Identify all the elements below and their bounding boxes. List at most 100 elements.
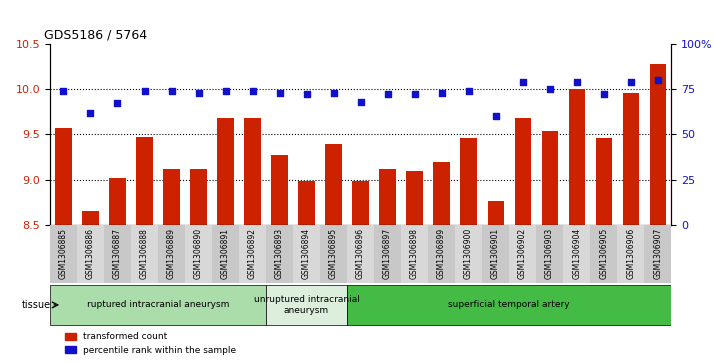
Text: GSM1306898: GSM1306898 (410, 228, 419, 279)
Point (598, 91, 609, 97)
Point (355, 99, 366, 105)
Text: GSM1306893: GSM1306893 (275, 228, 284, 279)
Point (220, 88, 231, 94)
Text: superficial temporal artery: superficial temporal artery (448, 301, 570, 309)
Bar (293, 225, 320, 283)
Text: GSM1306901: GSM1306901 (491, 228, 500, 279)
Point (490, 113, 501, 119)
Bar (56, 128, 71, 225)
Point (58, 88, 69, 94)
Bar (379, 169, 396, 225)
Text: GSM1306902: GSM1306902 (518, 228, 527, 279)
Bar (374, 225, 401, 283)
Bar (82, 211, 99, 225)
Bar (239, 225, 266, 283)
Bar (136, 137, 153, 225)
Bar (164, 169, 180, 225)
Bar (347, 285, 671, 325)
Text: GDS5186 / 5764: GDS5186 / 5764 (44, 28, 147, 41)
Bar (212, 225, 239, 283)
Bar (320, 225, 347, 283)
Text: GSM1306906: GSM1306906 (626, 228, 635, 279)
Bar (77, 225, 104, 283)
Legend: transformed count, percentile rank within the sample: transformed count, percentile rank withi… (61, 329, 240, 359)
Bar (515, 118, 531, 225)
Text: GSM1306895: GSM1306895 (329, 228, 338, 279)
Bar (536, 225, 563, 283)
Bar (461, 138, 477, 225)
Text: GSM1306904: GSM1306904 (572, 228, 581, 279)
Point (274, 90, 286, 95)
Text: GSM1306905: GSM1306905 (599, 228, 608, 279)
Text: GSM1306907: GSM1306907 (653, 228, 662, 279)
Point (409, 91, 421, 97)
Point (301, 91, 312, 97)
Text: GSM1306896: GSM1306896 (356, 228, 365, 279)
Text: GSM1306886: GSM1306886 (86, 228, 95, 279)
Bar (455, 225, 482, 283)
Bar (131, 225, 158, 283)
Bar (50, 225, 77, 283)
Text: GSM1306887: GSM1306887 (113, 228, 122, 279)
Bar (541, 131, 558, 225)
Point (571, 79, 583, 85)
Bar (590, 225, 617, 283)
Point (85, 110, 96, 115)
Point (436, 90, 447, 95)
Point (328, 90, 339, 95)
Text: GSM1306885: GSM1306885 (59, 228, 68, 279)
Point (139, 88, 150, 94)
Text: GSM1306900: GSM1306900 (464, 228, 473, 279)
Point (625, 79, 636, 85)
Text: GSM1306891: GSM1306891 (221, 228, 230, 279)
Bar (244, 118, 261, 225)
Bar (347, 225, 374, 283)
Bar (185, 225, 212, 283)
Bar (568, 89, 585, 225)
Text: GSM1306888: GSM1306888 (140, 228, 149, 279)
Bar (406, 171, 423, 225)
Bar (266, 285, 347, 325)
Text: GSM1306899: GSM1306899 (437, 228, 446, 279)
Bar (509, 225, 536, 283)
Bar (158, 225, 185, 283)
Point (193, 90, 204, 95)
Bar (563, 225, 590, 283)
Bar (266, 225, 293, 283)
Bar (617, 225, 644, 283)
Bar (271, 155, 288, 225)
Text: GSM1306897: GSM1306897 (383, 228, 392, 279)
Bar (104, 225, 131, 283)
Bar (623, 93, 639, 225)
Bar (109, 178, 126, 225)
Bar (218, 118, 233, 225)
Text: tissue: tissue (22, 300, 51, 310)
Point (517, 79, 528, 85)
Text: GSM1306894: GSM1306894 (302, 228, 311, 279)
Point (247, 88, 258, 94)
Bar (595, 138, 612, 225)
Point (166, 88, 177, 94)
Bar (433, 163, 450, 225)
Point (382, 91, 393, 97)
Bar (353, 180, 368, 225)
Text: GSM1306903: GSM1306903 (545, 228, 554, 279)
Bar (50, 285, 266, 325)
Point (463, 88, 474, 94)
Bar (482, 225, 509, 283)
Bar (428, 225, 455, 283)
Bar (298, 180, 315, 225)
Bar (488, 200, 503, 225)
Text: GSM1306889: GSM1306889 (167, 228, 176, 279)
Bar (644, 225, 671, 283)
Text: GSM1306892: GSM1306892 (248, 228, 257, 279)
Point (544, 86, 555, 92)
Text: GSM1306890: GSM1306890 (194, 228, 203, 279)
Point (652, 77, 663, 83)
Text: ruptured intracranial aneurysm: ruptured intracranial aneurysm (87, 301, 229, 309)
Bar (191, 169, 206, 225)
Bar (326, 144, 342, 225)
Bar (401, 225, 428, 283)
Point (112, 101, 124, 106)
Text: unruptured intracranial
aneurysm: unruptured intracranial aneurysm (253, 295, 359, 315)
